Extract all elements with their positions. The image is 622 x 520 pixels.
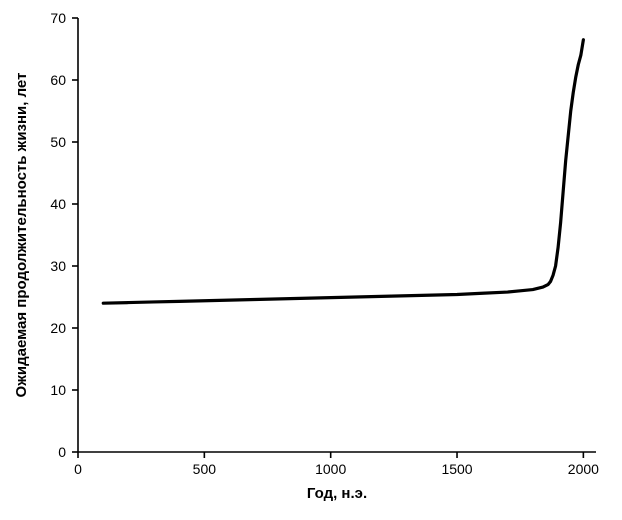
y-tick-label: 60 — [50, 72, 66, 88]
y-tick-label: 70 — [50, 10, 66, 26]
x-tick-label: 2000 — [568, 461, 599, 477]
x-tick-label: 0 — [74, 461, 82, 477]
x-tick-label: 1000 — [315, 461, 346, 477]
y-axis-label: Ожидаемая продолжительность жизни, лет — [13, 73, 30, 398]
y-tick-label: 30 — [50, 258, 66, 274]
y-tick-label: 40 — [50, 196, 66, 212]
x-tick-label: 1500 — [441, 461, 472, 477]
life-expectancy-chart: 0 500 1000 1500 2000 0 10 20 30 40 50 60 70 Год, н.э.… — [0, 0, 622, 520]
chart-svg: 0 500 1000 1500 2000 0 10 20 30 40 50 60 70 Год, н.э.… — [0, 0, 622, 520]
x-tick-label: 500 — [193, 461, 217, 477]
x-axis-label: Год, н.э. — [307, 485, 367, 502]
y-tick-label: 10 — [50, 382, 66, 398]
y-tick-label: 0 — [58, 444, 66, 460]
y-tick-label: 50 — [50, 134, 66, 150]
y-tick-label: 20 — [50, 320, 66, 336]
